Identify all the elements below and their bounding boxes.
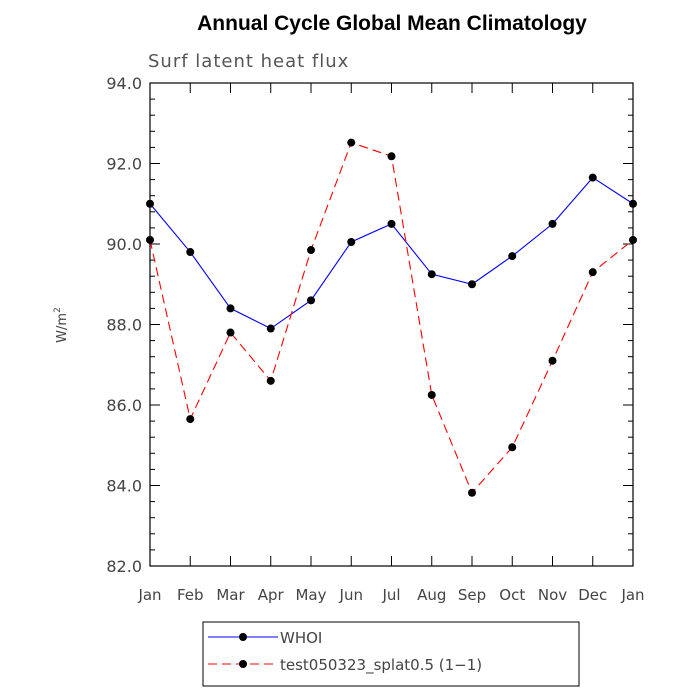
x-tick-label: Nov [538, 586, 567, 604]
legend-label: WHOI [280, 629, 322, 647]
data-point [226, 328, 235, 337]
x-axis: Jan Feb Mar Apr May Jun Jul Aug Sep Oct Nov Dec Jan [137, 83, 645, 604]
legend-label: test050323_splat0.5 (1−1) [280, 656, 482, 675]
data-point [347, 138, 356, 147]
data-point [427, 270, 436, 279]
data-point [508, 443, 517, 452]
series-layer [146, 138, 637, 497]
data-point [146, 235, 154, 244]
x-tick-label: Feb [177, 586, 204, 604]
data-point [629, 199, 637, 208]
data-point [588, 173, 597, 182]
series-line [149, 141, 634, 494]
x-tick-label: Aug [417, 586, 446, 604]
data-point [186, 415, 195, 424]
data-point [427, 390, 436, 399]
x-tick-label: Jul [381, 586, 400, 604]
x-tick-label: Apr [258, 586, 285, 604]
y-tick-label: 86.0 [106, 396, 142, 415]
legend: WHOI test050323_splat0.5 (1−1) [202, 621, 580, 687]
x-tick-label: Jan [137, 586, 161, 604]
x-tick-label: Oct [499, 586, 525, 604]
chart-subtitle: Surf latent heat flux [148, 51, 349, 72]
data-point [387, 152, 396, 161]
data-point [307, 246, 315, 255]
y-axis-label-superscript: 2 [53, 307, 63, 313]
legend-box [202, 621, 580, 687]
data-point [468, 488, 476, 497]
legend-marker [239, 660, 247, 668]
x-tick-label: Jun [339, 586, 363, 604]
data-point [548, 356, 557, 365]
y-axis-label-main: W/m [55, 313, 70, 343]
data-point [548, 219, 557, 228]
x-tick-label: Dec [578, 586, 607, 604]
x-tick-label: Mar [216, 586, 245, 604]
y-tick-label: 88.0 [106, 316, 142, 335]
data-point [226, 304, 235, 313]
y-axis-label: W/m2 [53, 307, 70, 343]
data-point [588, 268, 597, 277]
y-tick-label: 92.0 [106, 155, 142, 174]
y-tick-label: 84.0 [106, 477, 142, 496]
legend-marker [239, 633, 247, 641]
series-2 [146, 138, 637, 497]
series-line [149, 176, 634, 330]
data-point [146, 199, 154, 208]
x-tick-label: Sep [458, 586, 486, 604]
series-1 [146, 173, 637, 333]
chart-title: Annual Cycle Global Mean Climatology [197, 12, 587, 35]
data-point [266, 324, 275, 333]
y-axis: 82.0 84.0 86.0 88.0 90.0 92.0 94.0 [106, 74, 633, 576]
data-point [307, 296, 315, 305]
data-point [347, 237, 356, 246]
data-point [508, 252, 517, 261]
y-tick-label: 82.0 [106, 557, 142, 576]
legend-entry-2: test050323_splat0.5 (1−1) [208, 656, 482, 675]
legend-entry-1: WHOI [208, 629, 322, 647]
data-point [266, 376, 275, 385]
x-tick-label: May [295, 586, 326, 604]
y-tick-label: 94.0 [106, 74, 142, 93]
y-tick-label: 90.0 [106, 235, 142, 254]
data-point [468, 280, 476, 289]
x-tick-label: Jan [620, 586, 644, 604]
data-point [387, 219, 396, 228]
data-point [629, 235, 637, 244]
data-point [186, 248, 195, 257]
